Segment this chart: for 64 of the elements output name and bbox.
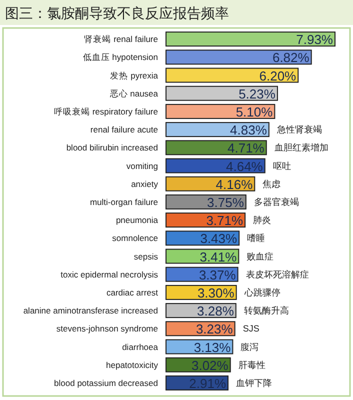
annotation: 表皮坏死溶解症: [246, 269, 309, 280]
data-label: 3.13%: [194, 340, 232, 355]
annotation: 腹泻: [240, 342, 259, 352]
bar: [166, 50, 312, 65]
annotation: 血钾下降: [236, 378, 272, 388]
annotation: 心跳骤停: [243, 287, 280, 298]
y-tick-label: sepsis: [134, 251, 158, 262]
y-tick-label: 低血压 hypotension: [82, 52, 158, 62]
data-label: 3.30%: [197, 285, 235, 300]
y-tick-label: blood potassium decreased: [54, 378, 158, 388]
data-label: 6.82%: [272, 50, 310, 66]
data-label: 3.28%: [197, 304, 234, 319]
y-tick-label: 呼吸衰竭 respiratory failure: [54, 106, 158, 116]
annotation: 呕吐: [272, 160, 291, 171]
data-label: 3.37%: [198, 267, 236, 282]
y-tick-label: anxiety: [131, 178, 159, 189]
annotation: 转氨酶升高: [244, 306, 289, 316]
y-tick-label: multi-organ failure: [90, 196, 158, 207]
data-label: 5.23%: [238, 86, 276, 102]
data-label: 3.75%: [207, 194, 244, 210]
y-tick-label: cardiac arrest: [106, 287, 159, 298]
data-label: 3.02%: [191, 358, 229, 373]
data-label: 4.16%: [216, 176, 254, 192]
data-label: 3.71%: [206, 213, 244, 228]
bar: [166, 104, 276, 119]
y-tick-label: blood bilirubin increased: [66, 142, 158, 153]
bar: [166, 86, 278, 101]
annotation: 肺炎: [253, 215, 272, 226]
y-tick-label: stevens-johnson syndrome: [56, 324, 158, 334]
data-label: 6.20%: [259, 68, 297, 84]
annotation: 急性肾衰竭: [276, 124, 322, 135]
y-tick-label: somnolence: [112, 233, 158, 244]
y-tick-label: renal failure acute: [90, 124, 158, 135]
annotation: 肝毒性: [238, 360, 266, 370]
annotation: 嗜睡: [247, 233, 266, 244]
annotation: 焦虑: [262, 178, 281, 189]
data-label: 7.93%: [296, 32, 334, 48]
bar: [166, 68, 299, 83]
data-label: 2.91%: [189, 376, 226, 391]
chart-title: 图三：氯胺酮导致不良反应报告频率: [5, 5, 229, 21]
y-tick-label: diarrhoea: [122, 342, 158, 352]
data-label: 3.41%: [200, 249, 238, 264]
y-tick-label: hepatotoxicity: [106, 360, 159, 370]
annotation: 多器官衰竭: [254, 196, 299, 207]
y-tick-label: vomiting: [126, 160, 158, 171]
y-tick-label: 发热 pyrexia: [110, 70, 158, 80]
bar: [166, 122, 270, 138]
y-tick-label: alanine aminotransferase increased: [23, 306, 158, 316]
data-label: 4.83%: [230, 122, 268, 138]
data-label: 3.23%: [196, 322, 234, 337]
annotation: 败血症: [246, 251, 274, 262]
y-tick-label: pneumonia: [116, 215, 158, 226]
data-label: 5.10%: [236, 104, 274, 120]
bar: [166, 32, 336, 47]
y-tick-label: 肾衰竭 renal failure: [84, 34, 158, 44]
data-label: 4.71%: [228, 140, 265, 156]
y-tick-label: 恶心 nausea: [108, 88, 158, 98]
y-tick-label: toxic epidermal necrolysis: [60, 269, 158, 280]
data-label: 4.64%: [226, 158, 264, 174]
bar: [166, 140, 267, 156]
annotation: 血胆红素增加: [274, 142, 328, 153]
bar: [166, 158, 266, 174]
data-label: 3.43%: [200, 231, 238, 246]
annotation: SJS: [242, 324, 260, 334]
